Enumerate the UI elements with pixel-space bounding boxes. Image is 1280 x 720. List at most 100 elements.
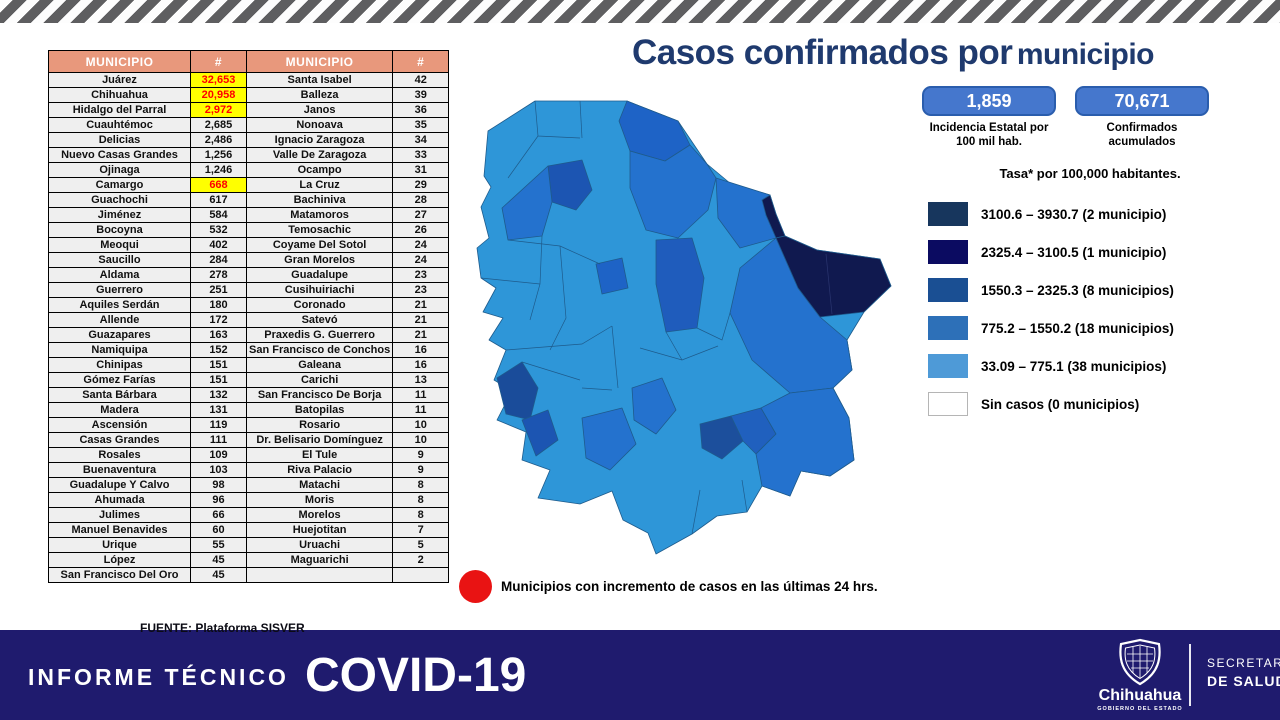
municipality-name: Matachi: [245, 477, 394, 493]
legend-label: Sin casos (0 municipios): [981, 396, 1140, 412]
municipality-name: San Francisco de Conchos: [245, 342, 394, 358]
municipality-count: 2,685: [190, 117, 247, 133]
municipality-name: Juárez: [48, 72, 191, 88]
municipality-name: Matamoros: [245, 207, 394, 223]
page-title: Casos confirmados por municipio: [600, 33, 1186, 73]
government-name: Chihuahua: [1098, 687, 1182, 704]
municipality-count: 10: [392, 417, 450, 433]
secretary-line1: SECRETARÍA: [1207, 656, 1280, 670]
municipality-count: 152: [190, 342, 247, 358]
municipality-count: 24: [392, 252, 450, 268]
municipality-name: Ojinaga: [48, 162, 191, 178]
source-note: FUENTE: Plataforma SISVER: [140, 621, 305, 635]
legend-item: 775.2 – 1550.2 (18 municipios): [928, 316, 1174, 340]
table-row: Chinipas 151 Galeana 16: [48, 357, 450, 373]
municipality-name: Guadalupe: [245, 267, 394, 283]
municipality-count: 45: [190, 567, 247, 583]
municipality-count: 13: [392, 372, 450, 388]
stat-incidence-label-line1: Incidencia Estatal por: [929, 122, 1049, 134]
table-row: Cuauhtémoc 2,685 Nonoava 35: [48, 117, 450, 133]
footer-band: INFORME TÉCNICO COVID-19 Chihuahua GOBIE…: [0, 630, 1280, 720]
municipality-count: 16: [392, 342, 450, 358]
municipality-name: Delicias: [48, 132, 191, 148]
municipality-count: 2,486: [190, 132, 247, 148]
footer-title: INFORME TÉCNICO COVID-19: [28, 630, 526, 720]
municipality-count: 28: [392, 192, 450, 208]
municipality-count: 11: [392, 402, 450, 418]
legend-label: 775.2 – 1550.2 (18 municipios): [981, 320, 1174, 336]
legend-color-swatch: [928, 240, 968, 264]
municipality-name: Camargo: [48, 177, 191, 193]
table-row: Namiquipa 152 San Francisco de Conchos 1…: [48, 342, 450, 358]
choropleth-legend: 3100.6 – 3930.7 (2 municipio) 2325.4 – 3…: [928, 202, 1174, 430]
municipality-count: 10: [392, 432, 450, 448]
municipality-count: 29: [392, 177, 450, 193]
municipality-name: Nonoava: [245, 117, 394, 133]
municipality-name: Meoqui: [48, 237, 191, 253]
column-header-municipio-right: MUNICIPIO: [245, 50, 394, 73]
municipality-name: Saucillo: [48, 252, 191, 268]
region-east-navy-bulge: [775, 235, 892, 318]
municipality-count: 111: [190, 432, 247, 448]
municipality-name: Gran Morelos: [245, 252, 394, 268]
legend-item: 3100.6 – 3930.7 (2 municipio): [928, 202, 1174, 226]
municipality-count: 31: [392, 162, 450, 178]
increment-indicator-dot: [459, 570, 492, 603]
municipality-name: Galeana: [245, 357, 394, 373]
municipality-count: 34: [392, 132, 450, 148]
municipality-count: 7: [392, 522, 450, 538]
legend-item: 1550.3 – 2325.3 (8 municipios): [928, 278, 1174, 302]
rate-footnote: Tasa* por 100,000 habitantes.: [999, 166, 1181, 181]
municipality-name: Guadalupe Y Calvo: [48, 477, 191, 493]
municipality-name: Valle De Zaragoza: [245, 147, 394, 163]
legend-color-swatch: [928, 316, 968, 340]
stat-confirmed-value: 70,671: [1075, 86, 1209, 116]
municipality-name: Jiménez: [48, 207, 191, 223]
municipality-count: 32,653: [190, 72, 247, 88]
municipality-name: La Cruz: [245, 177, 394, 193]
municipality-count: 33: [392, 147, 450, 163]
municipality-name: Coyame Del Sotol: [245, 237, 394, 253]
municipality-name: Riva Palacio: [245, 462, 394, 478]
footer-report-label: INFORME TÉCNICO: [28, 663, 289, 690]
table-header-row: MUNICIPIO # MUNICIPIO #: [48, 50, 450, 73]
municipality-count: 163: [190, 327, 247, 343]
table-row: Manuel Benavides 60 Huejotitan 7: [48, 522, 450, 538]
municipality-name: Moris: [245, 492, 394, 508]
municipality-name: San Francisco De Borja: [245, 387, 394, 403]
footer-divider: [1189, 644, 1191, 706]
municipality-count: 2: [392, 552, 450, 568]
secretary-label: SECRETARÍA DE SALUD: [1207, 656, 1280, 689]
hazard-stripe-band: [0, 0, 1280, 25]
table-row: Buenaventura 103 Riva Palacio 9: [48, 462, 450, 478]
municipality-name: Casas Grandes: [48, 432, 191, 448]
table-row: Allende 172 Satevó 21: [48, 312, 450, 328]
municipality-count: 8: [392, 477, 450, 493]
increment-note: Municipios con incremento de casos en la…: [501, 579, 878, 594]
municipality-count: 23: [392, 267, 450, 283]
region-west-medium: [501, 165, 553, 241]
municipality-count: 1,256: [190, 147, 247, 163]
region-southwest-dark2: [521, 409, 559, 457]
table-row: Meoqui 402 Coyame Del Sotol 24: [48, 237, 450, 253]
table-row: Madera 131 Batopilas 11: [48, 402, 450, 418]
municipality-count: 27: [392, 207, 450, 223]
municipality-name: Guazapares: [48, 327, 191, 343]
municipality-name: Rosales: [48, 447, 191, 463]
municipality-count: 251: [190, 282, 247, 298]
municipality-count: 109: [190, 447, 247, 463]
municipality-name: Gómez Farías: [48, 372, 191, 388]
municipality-name: Carichi: [245, 372, 394, 388]
municipality-name: Guerrero: [48, 282, 191, 298]
municipality-name: Ocampo: [245, 162, 394, 178]
municipality-count: 172: [190, 312, 247, 328]
municipality-count: 24: [392, 237, 450, 253]
region-southwest-dark: [496, 361, 539, 421]
table-row: Rosales 109 El Tule 9: [48, 447, 450, 463]
table-row: Guerrero 251 Cusihuiriachi 23: [48, 282, 450, 298]
municipality-name: Dr. Belisario Domínguez: [245, 432, 394, 448]
municipality-name: Ignacio Zaragoza: [245, 132, 394, 148]
region-north-central: [629, 144, 717, 239]
table-row: Casas Grandes 111 Dr. Belisario Domíngue…: [48, 432, 450, 448]
legend-label: 3100.6 – 3930.7 (2 municipio): [981, 206, 1167, 222]
